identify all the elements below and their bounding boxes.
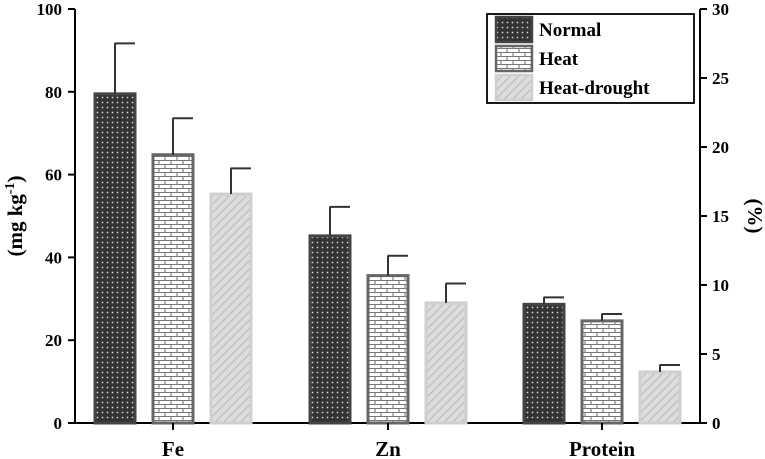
bar-heat-zn xyxy=(366,274,410,425)
right-tick-label: 0 xyxy=(712,414,721,433)
legend-label-normal: Normal xyxy=(539,20,601,41)
bars-group xyxy=(93,92,682,425)
left-tick-label: 100 xyxy=(37,0,63,19)
right-tick-label: 20 xyxy=(712,138,729,157)
bar-heat-drought-fe xyxy=(209,192,253,425)
legend-label-heat-drought: Heat-drought xyxy=(539,78,650,99)
category-labels-group: Fe Zn Protein xyxy=(162,423,635,459)
legend: Normal Heat Heat-drought xyxy=(486,13,695,104)
legend-swatch-heat xyxy=(494,44,534,73)
bar-heat-protein xyxy=(580,319,624,425)
bar-normal-zn xyxy=(308,234,352,425)
right-tick-label: 5 xyxy=(712,345,721,364)
bar-normal-protein xyxy=(522,302,566,425)
bar-heat-fe xyxy=(151,153,195,425)
legend-swatch-normal xyxy=(494,15,534,44)
right-tick-label: 25 xyxy=(712,69,729,88)
legend-swatch-heat-drought xyxy=(494,73,534,102)
legend-label-heat: Heat xyxy=(539,49,579,70)
category-label-fe: Fe xyxy=(162,437,184,459)
left-tick-label: 40 xyxy=(45,248,62,267)
left-tick-group: 0 20 40 60 80 100 xyxy=(37,0,75,433)
left-tick-label: 80 xyxy=(45,83,62,102)
error-bars-group xyxy=(114,42,680,372)
category-label-protein: Protein xyxy=(569,437,635,459)
left-tick-label: 20 xyxy=(45,331,62,350)
bar-heat-drought-zn xyxy=(424,301,468,425)
bar-normal-fe xyxy=(93,92,137,425)
right-tick-group: 0 5 10 15 20 25 30 xyxy=(700,0,729,433)
right-tick-label: 10 xyxy=(712,276,729,295)
right-axis-title: (%) xyxy=(743,199,765,234)
category-label-zn: Zn xyxy=(375,437,401,459)
right-tick-label: 15 xyxy=(712,207,729,226)
left-tick-label: 60 xyxy=(45,166,62,185)
bar-heat-drought-protein xyxy=(638,370,682,425)
right-tick-label: 30 xyxy=(712,0,729,19)
left-axis-title: (mg kg-1) xyxy=(3,175,27,256)
left-tick-label: 0 xyxy=(54,414,63,433)
